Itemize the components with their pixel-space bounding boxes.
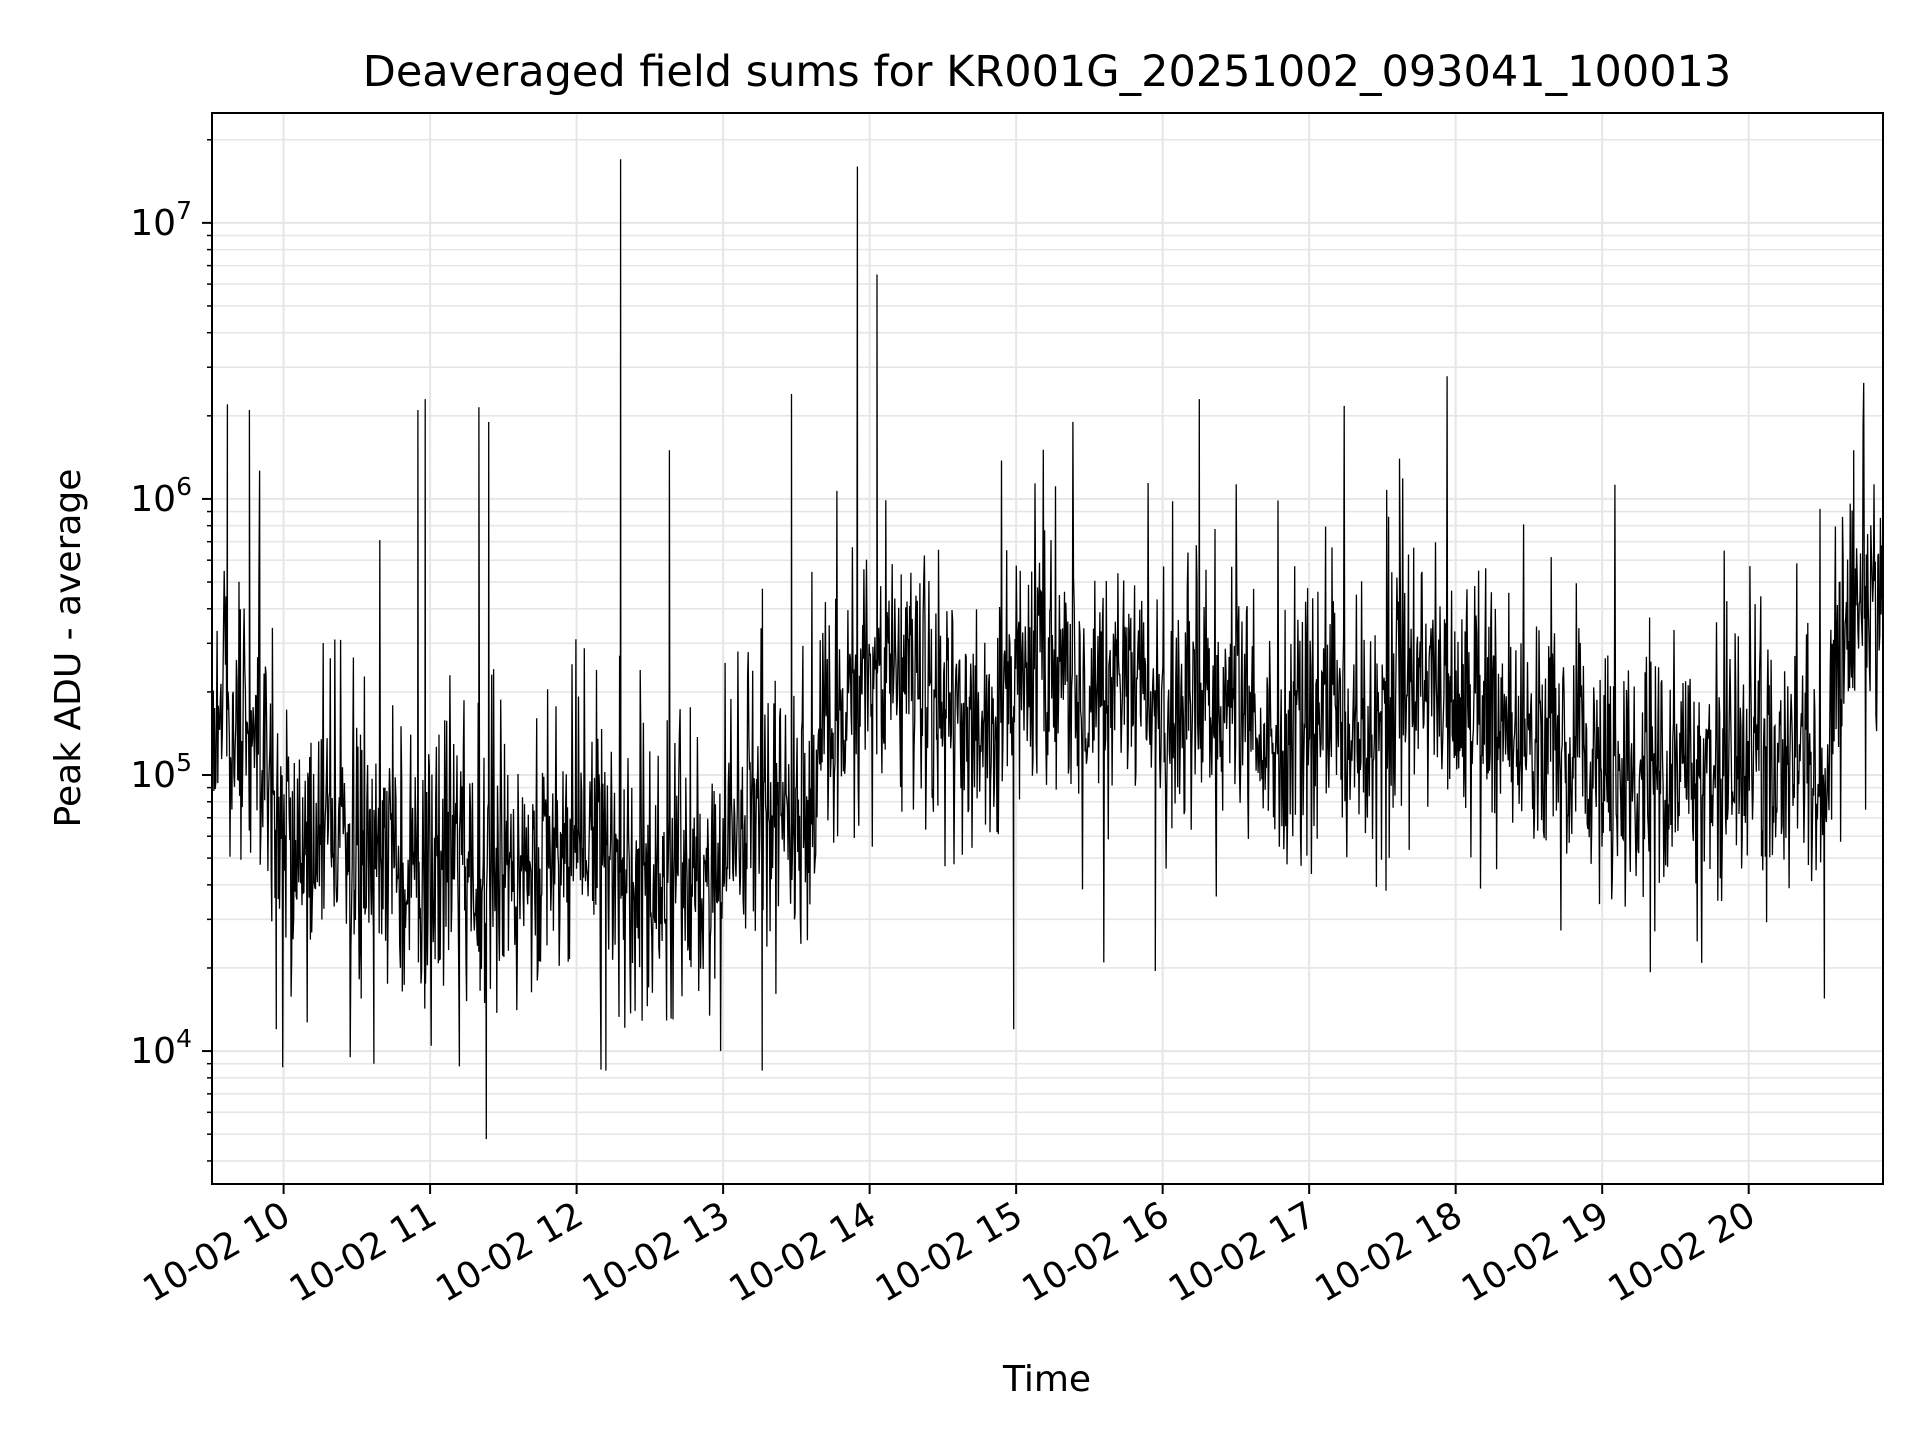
- y-tick-label: 106: [130, 472, 192, 520]
- chart-title: Deaveraged field sums for KR001G_2025100…: [363, 47, 1732, 97]
- y-tick-exponent: 4: [176, 1024, 192, 1053]
- y-tick-label: 104: [130, 1024, 192, 1072]
- y-tick-exponent: 6: [176, 472, 192, 501]
- y-tick-base: 10: [130, 479, 176, 520]
- series-line: [211, 159, 1884, 1140]
- y-tick-base: 10: [130, 1031, 176, 1072]
- plot-frame: [211, 112, 1884, 1185]
- y-axis-label: Peak ADU - average: [48, 469, 89, 828]
- y-tick-base: 10: [130, 755, 176, 796]
- y-tick-label: 105: [130, 748, 192, 796]
- x-axis-label: Time: [1002, 1359, 1091, 1400]
- y-tick-base: 10: [130, 203, 176, 244]
- y-tick-label: 107: [130, 196, 192, 244]
- plot-area: [211, 159, 1884, 1140]
- y-tick-exponent: 5: [176, 748, 192, 777]
- y-tick-exponent: 7: [176, 196, 192, 225]
